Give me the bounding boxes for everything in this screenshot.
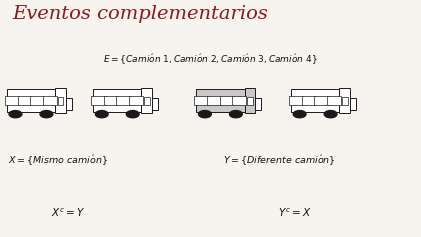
Bar — [144, 97, 150, 105]
Text: $X = \{Mismo\ cami\acute{o}n\}$: $X = \{Mismo\ cami\acute{o}n\}$ — [8, 154, 109, 169]
Bar — [291, 90, 339, 112]
Bar — [289, 96, 304, 105]
Bar — [314, 96, 328, 105]
Bar — [116, 96, 131, 105]
Bar — [219, 96, 234, 105]
Bar — [55, 88, 66, 113]
Bar — [30, 96, 44, 105]
Text: $X^c = Y$: $X^c = Y$ — [51, 206, 85, 219]
Bar — [93, 90, 141, 112]
Bar — [129, 96, 143, 105]
Bar — [91, 96, 106, 105]
Bar — [43, 96, 57, 105]
Bar — [339, 88, 350, 113]
Bar — [245, 88, 255, 113]
Text: $E = \{Cami\acute{o}n\ 1, Cami\acute{o}n\ 2, Cami\acute{o}n\ 3, Cami\acute{o}n\ : $E = \{Cami\acute{o}n\ 1, Cami\acute{o}n… — [103, 52, 318, 67]
Circle shape — [40, 110, 53, 118]
Text: $Y^c = X$: $Y^c = X$ — [278, 206, 311, 219]
Bar — [327, 96, 341, 105]
Circle shape — [324, 110, 337, 118]
Bar — [7, 90, 55, 112]
Bar — [195, 96, 209, 105]
Circle shape — [126, 110, 139, 118]
Circle shape — [229, 110, 242, 118]
Bar — [66, 99, 72, 110]
Bar — [196, 90, 245, 112]
Bar — [350, 99, 356, 110]
Circle shape — [9, 110, 22, 118]
Text: $Y = \{Diferente\ cami\acute{o}n\}$: $Y = \{Diferente\ cami\acute{o}n\}$ — [223, 154, 336, 169]
Bar — [302, 96, 316, 105]
Bar — [5, 96, 19, 105]
Bar — [255, 99, 261, 110]
Bar — [152, 99, 158, 110]
Bar — [342, 97, 348, 105]
Bar — [141, 88, 152, 113]
Circle shape — [293, 110, 306, 118]
Bar — [58, 97, 64, 105]
Bar — [207, 96, 221, 105]
Bar — [247, 97, 253, 105]
Bar — [104, 96, 118, 105]
Text: Eventos complementarios: Eventos complementarios — [13, 5, 269, 23]
Bar — [232, 96, 246, 105]
Circle shape — [95, 110, 108, 118]
Bar — [18, 96, 32, 105]
Circle shape — [199, 110, 211, 118]
